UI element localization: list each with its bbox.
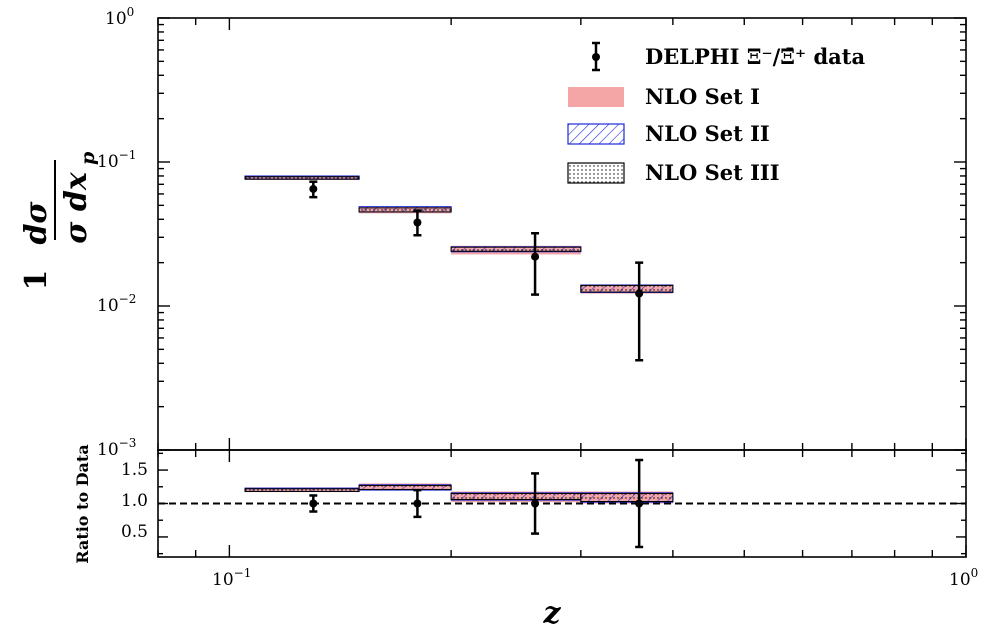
legend-set2-swatch	[567, 123, 625, 145]
axis-ticks	[157, 17, 967, 557]
main-data-point	[413, 209, 422, 237]
main-set3-band-bin-2	[450, 246, 582, 252]
legend-set3-swatch	[567, 162, 625, 184]
legend-data-marker	[592, 53, 600, 61]
ratio-set3-band-bin-3	[580, 492, 674, 502]
data-marker	[531, 499, 540, 508]
data-marker	[309, 499, 318, 508]
x-axis-label: z	[542, 596, 561, 631]
main-plot-frame	[157, 17, 967, 451]
xtick-label: 10−1	[212, 566, 251, 590]
main-ytick-labels: 100 10−1 10−2 10−3	[97, 5, 136, 460]
ytick-label: 100	[105, 5, 134, 29]
ylabel-numerator-one: 1	[19, 270, 54, 291]
ytick-label: 10−3	[97, 436, 136, 460]
main-data-point	[531, 232, 540, 296]
ratio-plot-frame	[157, 449, 967, 558]
ratio-set3-band-bin-0	[244, 488, 360, 492]
ratio-theory-bands	[244, 483, 674, 504]
main-theory-bands	[244, 175, 674, 294]
legend: DELPHI Ξ⁻/Ξ̄⁺ data NLO Set I NLO Set II …	[567, 41, 865, 185]
xtick-label: 100	[949, 566, 978, 590]
data-marker	[635, 499, 644, 508]
data-marker	[413, 218, 422, 227]
data-marker	[531, 252, 540, 261]
ratio-data-point	[531, 472, 540, 535]
ratio-set3-band-bin-2	[450, 492, 582, 500]
ylabel-denominator-subscript: p	[77, 151, 99, 165]
ylabel-numerator-symbol: dσ	[19, 201, 54, 245]
ytick-label: 0.5	[121, 522, 148, 542]
data-marker	[635, 289, 644, 298]
legend-label: NLO Set I	[645, 84, 760, 109]
legend-label: DELPHI Ξ⁻/Ξ̄⁺ data	[645, 44, 865, 69]
legend-label: NLO Set III	[645, 160, 780, 185]
legend-entry-set1: NLO Set I	[568, 84, 760, 109]
ratio-set3-band-bin-1	[358, 484, 452, 490]
ratio-data-point	[635, 458, 644, 549]
ratio-ytick-labels: 1.5 1.0 0.5	[121, 460, 148, 542]
legend-entry-set3: NLO Set III	[567, 160, 780, 185]
data-marker	[309, 184, 318, 193]
legend-label: NLO Set II	[645, 121, 770, 146]
data-marker	[413, 499, 422, 508]
main-y-axis-label: 1 dσ σ dx p	[19, 151, 99, 290]
ratio-data-point	[309, 494, 318, 513]
legend-entry-data: DELPHI Ξ⁻/Ξ̄⁺ data	[592, 41, 865, 72]
main-data-point	[635, 261, 644, 362]
ytick-label: 1.5	[121, 460, 148, 480]
main-set3-band-bin-1	[358, 207, 452, 213]
ytick-label: 10−2	[97, 292, 136, 316]
legend-set1-swatch	[568, 87, 624, 107]
xtick-labels: 10−1 100	[212, 566, 978, 590]
main-set3-band-bin-0	[244, 176, 360, 180]
main-data-point	[309, 180, 318, 199]
main-data-points	[309, 180, 644, 362]
ytick-label: 10−1	[97, 148, 136, 172]
ratio-data-points	[309, 458, 644, 549]
ratio-data-point	[413, 488, 422, 519]
legend-entry-set2: NLO Set II	[567, 121, 770, 146]
main-set3-band-bin-3	[580, 284, 674, 293]
ratio-y-axis-label: Ratio to Data	[73, 444, 92, 563]
ylabel-denominator: σ dx	[59, 171, 94, 244]
ytick-label: 1.0	[121, 491, 148, 511]
